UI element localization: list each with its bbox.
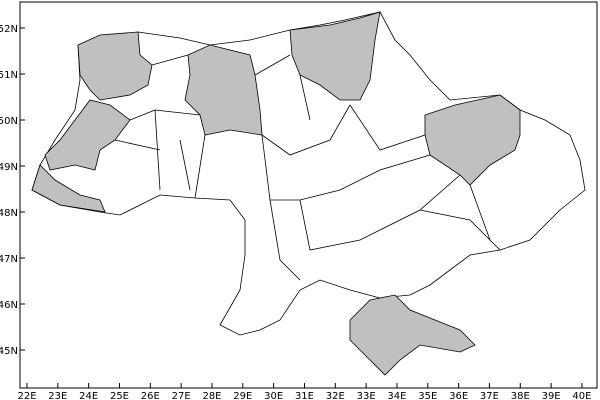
internal-borders (114, 54, 501, 281)
region-crimea (349, 294, 476, 376)
x-tick-label: 23E (48, 391, 67, 400)
y-axis: 52N 51N 50N 49N 48N 47N 46N 45N (0, 24, 25, 357)
y-tick-label: 47N (0, 254, 18, 265)
country-mainland (31, 11, 586, 336)
x-tick-label: 34E (387, 391, 406, 400)
region-kharkiv (424, 94, 521, 186)
region-chernihiv (289, 11, 381, 101)
y-tick-label: 49N (0, 162, 18, 173)
x-tick-label: 36E (449, 391, 468, 400)
y-tick-label: 50N (0, 116, 18, 127)
regions (31, 11, 586, 376)
x-tick-label: 24E (79, 391, 98, 400)
y-tick-label: 52N (0, 24, 18, 35)
x-tick-label: 29E (233, 391, 252, 400)
x-tick-label: 26E (141, 391, 160, 400)
y-tick-label: 45N (0, 346, 18, 357)
x-tick-label: 30E (264, 391, 283, 400)
region-lviv (44, 99, 131, 171)
y-tick-label: 51N (0, 70, 18, 81)
x-tick-label: 35E (418, 391, 437, 400)
x-axis: 22E 23E 24E 25E 26E 27E 28E 29E 30E 31E 32E 33E 34E 3… (17, 383, 591, 400)
x-tick-label: 38E (511, 391, 530, 400)
x-tick-label: 39E (542, 391, 561, 400)
x-tick-label: 27E (172, 391, 191, 400)
x-tick-label: 25E (110, 391, 129, 400)
y-tick-label: 48N (0, 208, 18, 219)
x-tick-label: 22E (17, 391, 36, 400)
y-tick-label: 46N (0, 300, 18, 311)
x-tick-label: 31E (295, 391, 314, 400)
x-tick-label: 40E (572, 391, 591, 400)
region-zhytomyr (184, 44, 263, 136)
x-tick-label: 37E (480, 391, 499, 400)
x-tick-label: 33E (357, 391, 376, 400)
region-volyn (77, 31, 153, 101)
x-tick-label: 28E (202, 391, 221, 400)
region-zakarpattia (31, 164, 106, 213)
x-tick-label: 32E (326, 391, 345, 400)
